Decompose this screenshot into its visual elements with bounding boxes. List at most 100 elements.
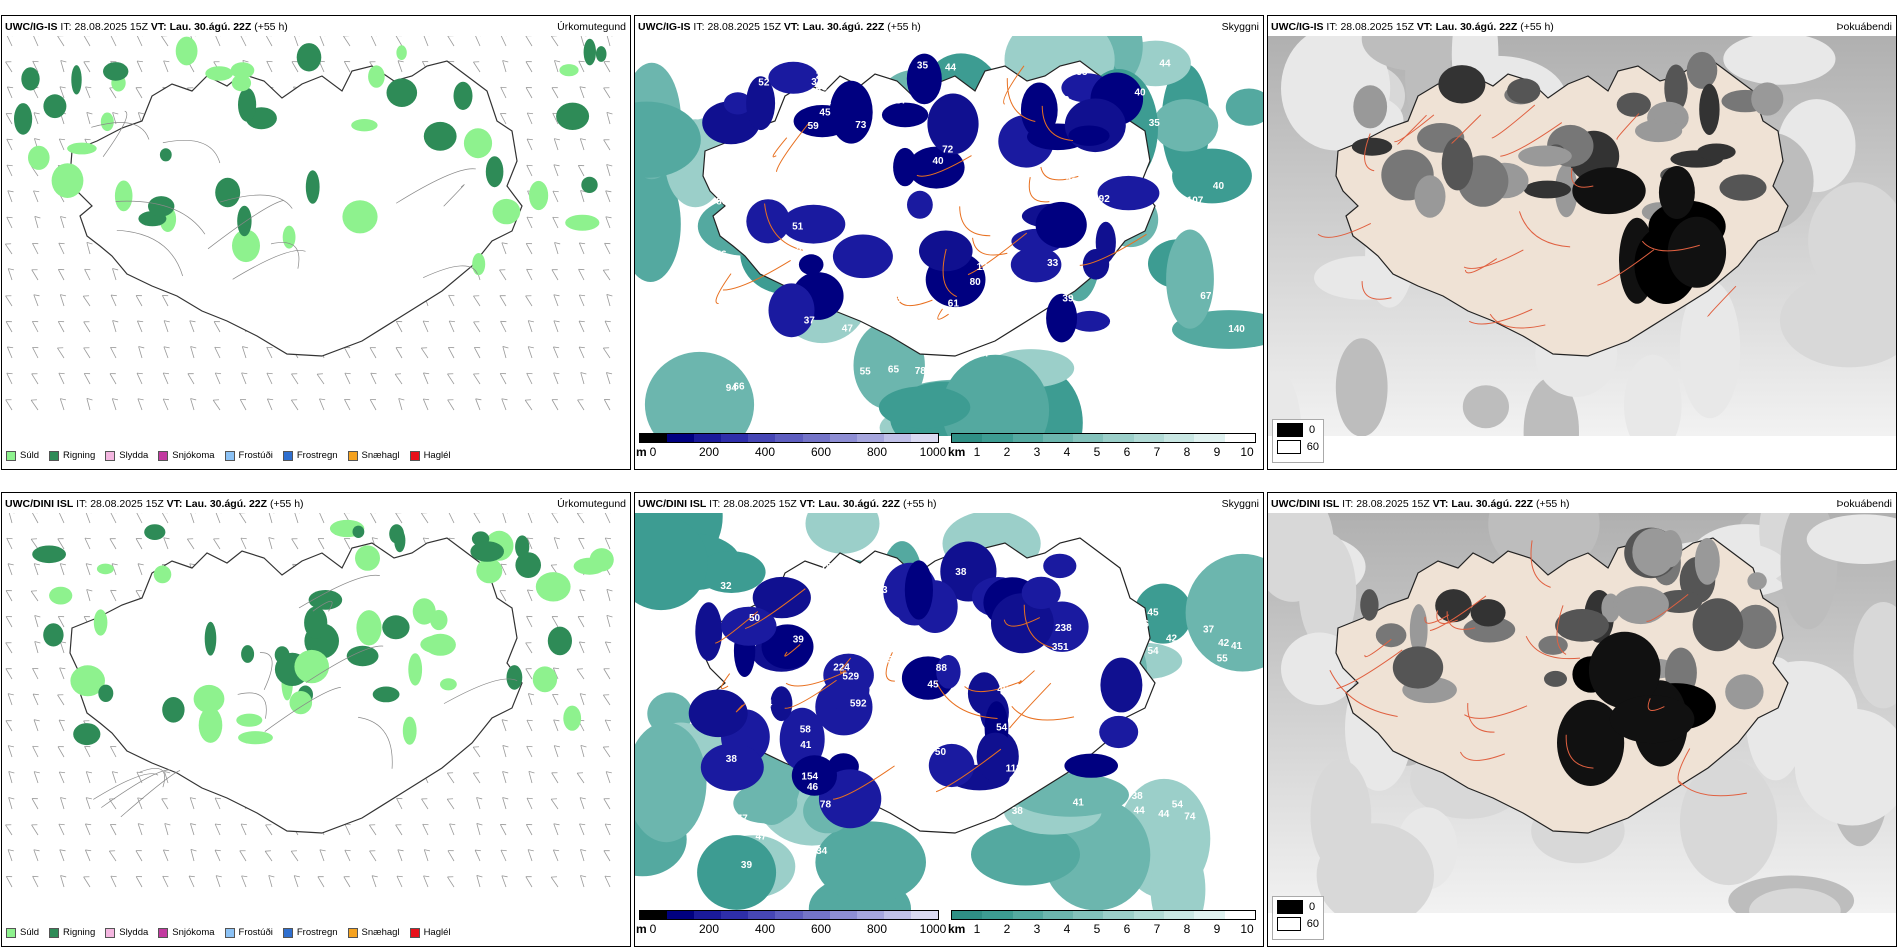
wind-barb xyxy=(6,86,14,99)
precip-area xyxy=(73,723,101,746)
fog-index-area xyxy=(1667,216,1727,288)
visibility-value: 34 xyxy=(816,846,828,857)
road-line xyxy=(937,308,949,320)
road-line xyxy=(1646,593,1689,622)
precip-area xyxy=(238,731,273,745)
wind-barb xyxy=(604,513,611,524)
wind-barb xyxy=(552,216,559,229)
legend-item: Snjókoma xyxy=(158,450,215,461)
wind-barb xyxy=(526,797,533,810)
wind-barb xyxy=(551,616,559,628)
wind-barb xyxy=(476,823,483,836)
wind-barb xyxy=(190,823,197,836)
wind-barb xyxy=(6,36,13,47)
wind-barb xyxy=(604,320,611,333)
wind-barb xyxy=(343,36,351,47)
visibility-value: 96 xyxy=(887,779,899,790)
ceiling-bar xyxy=(639,910,939,920)
wind-barb xyxy=(603,850,611,862)
wind-barb xyxy=(240,537,247,550)
wind-barb xyxy=(111,398,119,411)
wind-barb xyxy=(576,513,585,524)
lead-time: (+55 h) xyxy=(902,498,937,510)
legend-label: Haglél xyxy=(423,450,451,461)
wind-barb xyxy=(579,86,586,99)
wind-barb xyxy=(554,242,561,255)
wind-barb xyxy=(397,849,404,862)
wind-barb xyxy=(138,346,145,359)
wind-barb xyxy=(552,346,560,359)
road-line xyxy=(1556,605,1567,655)
visibility-value: 53 xyxy=(877,585,889,596)
wind-barb xyxy=(370,372,377,385)
visibility-value: 51 xyxy=(1166,574,1178,585)
init-time-label: IT: xyxy=(1342,498,1354,510)
wind-barb xyxy=(58,719,65,732)
wind-barb xyxy=(31,798,39,810)
wind-barb xyxy=(577,616,585,628)
color-step xyxy=(1103,434,1134,442)
wind-barb xyxy=(499,373,507,385)
wind-barb xyxy=(291,399,299,411)
wind-barb xyxy=(5,590,13,602)
fog-gradient-area xyxy=(1624,354,1682,436)
lead-time: (+55 h) xyxy=(1535,498,1570,510)
wind-barb xyxy=(422,398,430,411)
fog-index-panel: UWC/IG-IS IT: 28.08.2025 15Z VT: Lau. 30… xyxy=(1267,15,1897,470)
precip-area xyxy=(28,145,50,170)
wind-barb xyxy=(7,693,14,706)
wind-barb xyxy=(501,398,508,411)
legend-item: Frostregn xyxy=(282,450,338,461)
visibility-value: 305 xyxy=(943,206,960,217)
precip-area xyxy=(342,200,378,234)
wind-barb xyxy=(33,563,40,576)
high-terrain-shading xyxy=(1353,85,1388,129)
fog-gradient-area xyxy=(1749,888,1841,913)
high-terrain-shading xyxy=(1692,598,1744,652)
wind-barb xyxy=(423,36,430,47)
wind-barb xyxy=(422,823,429,836)
wind-barb xyxy=(110,36,117,47)
wind-barb xyxy=(188,875,195,888)
wind-barb xyxy=(214,797,221,810)
legend-item: Rigning xyxy=(49,450,95,461)
color-step xyxy=(667,911,695,919)
panel-header: UWC/DINI ISL IT: 28.08.2025 15Z VT: Lau.… xyxy=(638,496,1259,512)
visibility-value: 39 xyxy=(741,860,753,871)
color-step xyxy=(1042,911,1074,919)
wind-barb xyxy=(578,60,585,73)
visibility-value: 44 xyxy=(1134,805,1146,816)
panel-header: UWC/DINI ISL IT: 28.08.2025 15Z VT: Lau.… xyxy=(5,496,626,512)
road-line xyxy=(1003,65,1025,105)
precip-area xyxy=(43,623,64,647)
cloud-ceiling-area xyxy=(746,76,776,131)
legend-item: Snjókoma xyxy=(158,927,215,938)
wind-barb xyxy=(578,268,585,281)
legend-item: Slydda xyxy=(105,927,148,938)
legend-item: Rigning xyxy=(49,927,95,938)
wind-barb xyxy=(525,295,533,307)
legend-item: 0 xyxy=(1277,900,1319,914)
wind-barb xyxy=(500,86,507,99)
low-visibility-area xyxy=(805,513,880,554)
visibility-unit: km xyxy=(948,922,966,936)
wind-barb xyxy=(162,849,170,862)
wind-barb xyxy=(267,398,274,411)
panel-header: UWC/DINI ISL IT: 28.08.2025 15Z VT: Lau.… xyxy=(1271,496,1892,512)
wind-barb xyxy=(162,398,170,411)
wind-barb xyxy=(213,321,221,333)
valid-time-label: VT: xyxy=(1432,498,1449,510)
road-line xyxy=(270,242,300,269)
wind-barb xyxy=(86,398,93,411)
visibility-value: 39 xyxy=(1062,293,1074,304)
precip-area xyxy=(70,665,105,697)
fog-index-area xyxy=(1588,631,1661,709)
color-step xyxy=(829,434,857,442)
precip-area xyxy=(32,545,66,564)
fog-index-area xyxy=(1572,167,1646,215)
visibility-value: 54 xyxy=(996,722,1008,733)
wind-barb xyxy=(343,61,351,73)
wind-barb xyxy=(32,667,39,680)
wind-barb xyxy=(602,694,611,706)
wind-barb xyxy=(474,849,481,862)
